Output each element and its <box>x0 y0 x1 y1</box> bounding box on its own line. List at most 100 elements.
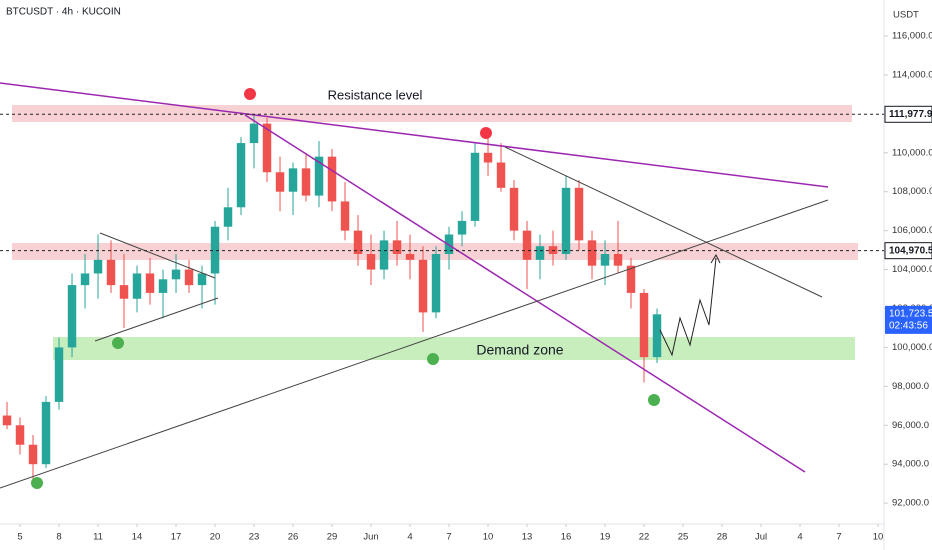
candle-body <box>574 187 584 241</box>
plot <box>2 113 662 480</box>
x-tick-label: 17 <box>171 532 182 543</box>
x-tick-label: 10 <box>483 532 494 543</box>
axis-label: USDT <box>893 10 919 21</box>
x-tick-label: 4 <box>797 532 802 543</box>
candle-body <box>431 253 441 313</box>
peak-dot <box>244 88 256 100</box>
chart-title: BTCUSDT · 4h · KUCOIN <box>6 7 121 18</box>
candle-body <box>405 253 415 260</box>
candle-body <box>54 347 64 402</box>
y-tick-label: 116,000.0 <box>892 31 932 42</box>
x-tick-label: 10 <box>873 532 884 543</box>
candle-body <box>41 401 51 465</box>
candle-body <box>314 156 324 196</box>
trough-dot <box>112 337 124 349</box>
x-tick-label: 29 <box>327 532 338 543</box>
y-tick-label: 94,000.0 <box>892 459 929 470</box>
x-tick-label: 5 <box>17 532 22 543</box>
annotation: Demand zone <box>476 342 563 358</box>
candle-body <box>2 415 12 426</box>
projection-arrow <box>710 253 721 264</box>
candle-body <box>652 314 662 358</box>
x-tick-label: 14 <box>132 532 143 543</box>
projection-path <box>659 257 717 357</box>
countdown-label: 02:43:56 <box>889 321 928 332</box>
candle-body <box>223 207 233 227</box>
candle-body <box>535 246 545 260</box>
candle-body <box>418 259 428 313</box>
candle-body <box>600 253 610 266</box>
drawings: Resistance level Demand zone <box>0 82 829 489</box>
y-tick-label: 96,000.0 <box>892 420 929 431</box>
x-tick-label: 4 <box>407 532 412 543</box>
price-label-box <box>884 242 932 260</box>
trend-line <box>94 297 219 342</box>
x-tick-label: 26 <box>288 532 299 543</box>
x-tick-label: 7 <box>836 532 841 543</box>
trough-dot <box>427 353 439 365</box>
y-tick-label: 92,000.0 <box>892 498 929 509</box>
candle-body <box>496 162 506 188</box>
candle-body <box>340 201 350 231</box>
candle-body <box>327 156 337 202</box>
trend-line <box>0 82 829 188</box>
candle-body <box>236 143 246 208</box>
mid-zone <box>12 243 858 260</box>
x-tick-label: 11 <box>93 532 103 543</box>
price-label: 111,977.9 <box>889 109 932 120</box>
y-tick-label: 110,000.0 <box>892 147 932 158</box>
candle-body <box>353 230 363 254</box>
candle-body <box>145 273 155 293</box>
last-price-label: 101,723.5 <box>889 309 932 320</box>
peak-dot <box>480 127 492 139</box>
y-tick-label: 104,000.0 <box>892 264 932 275</box>
x-tick-label: 23 <box>249 532 260 543</box>
x-tick-label: 22 <box>639 532 650 543</box>
candle-body <box>288 168 298 192</box>
candle-body <box>366 253 376 270</box>
candle-body <box>119 285 129 299</box>
candle-body <box>275 172 285 192</box>
candle-body <box>457 220 467 235</box>
candle-body <box>613 253 623 266</box>
x-tick-label: 20 <box>210 532 221 543</box>
candle-body <box>483 152 493 163</box>
candle-body <box>561 187 571 254</box>
trough-dot <box>648 394 660 406</box>
candle-body <box>210 226 220 274</box>
x-tick-label: 28 <box>717 532 728 543</box>
candle-body <box>106 259 116 286</box>
price-label: 104,970.5 <box>889 245 932 256</box>
candle-body <box>392 240 402 254</box>
candle-body <box>132 273 142 299</box>
y-tick-label: 108,000.0 <box>892 186 932 197</box>
x-tick-label: 19 <box>600 532 611 543</box>
candle-body <box>626 265 636 293</box>
annotation: Resistance level <box>328 87 423 102</box>
candle-body <box>80 273 90 286</box>
candle-body <box>470 152 480 221</box>
x-tick-label: 25 <box>678 532 689 543</box>
demand-zone <box>53 337 855 360</box>
y-tick-label: 114,000.0 <box>892 69 932 80</box>
candle-body <box>548 246 558 254</box>
last-price-box <box>885 305 932 334</box>
y-tick-label: 106,000.0 <box>892 225 932 236</box>
x-tick-label: 8 <box>56 532 61 543</box>
candle-body <box>67 285 77 348</box>
x-tick-label: 7 <box>446 532 451 543</box>
candle-body <box>249 123 259 144</box>
candle-body <box>262 123 272 173</box>
candle-body <box>158 279 168 293</box>
resistance-zone <box>12 105 852 122</box>
candle-body <box>639 292 649 358</box>
price-label-box <box>884 105 932 123</box>
candle-body <box>184 269 194 286</box>
candle-body <box>93 259 103 274</box>
x-tick-label: 13 <box>522 532 533 543</box>
y-tick-label: 98,000.0 <box>892 381 929 392</box>
candle-body <box>28 444 38 465</box>
candle-body <box>197 273 207 286</box>
x-tick-label: 16 <box>561 532 572 543</box>
